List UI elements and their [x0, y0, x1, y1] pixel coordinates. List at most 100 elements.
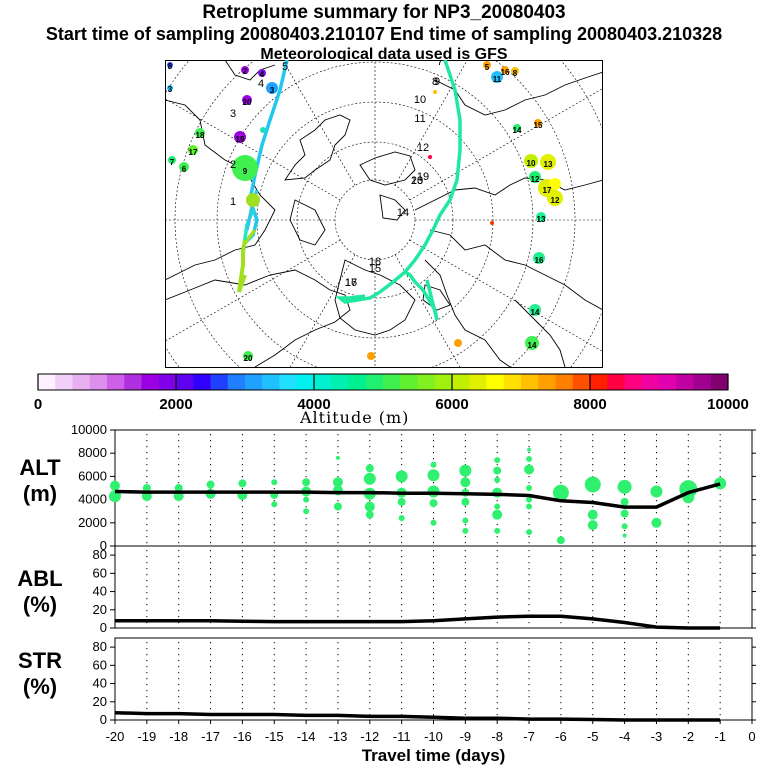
plume-point — [621, 523, 628, 530]
colorbar-cell — [434, 374, 453, 390]
plume-point — [617, 479, 632, 494]
plume-point — [492, 509, 503, 520]
colorbar-tick-label: 4000 — [297, 396, 330, 413]
x-tick-label: -6 — [555, 729, 567, 744]
x-tick-label: -4 — [619, 729, 631, 744]
plume-point — [364, 501, 375, 512]
plume-point — [526, 529, 533, 536]
trajectory-day-label: 5 — [282, 61, 288, 73]
coastline — [284, 114, 351, 181]
coastline — [424, 259, 511, 368]
panel-abl: 0 20 40 60 80 — [93, 545, 756, 635]
plume-point — [462, 517, 469, 524]
colorbar-tick-label: 10000 — [707, 396, 749, 413]
colorbar-cell — [659, 374, 677, 390]
cluster-label: 2 — [243, 67, 248, 76]
cluster-marker — [367, 352, 375, 360]
trajectory-day-label: 1 — [230, 196, 236, 208]
cluster-marker — [524, 154, 538, 168]
colorbar-tick-label: 8000 — [573, 396, 606, 413]
x-tick-label: -3 — [651, 729, 663, 744]
plume-point — [461, 497, 470, 506]
plume-point — [174, 484, 183, 492]
trajectory-day-label: 3 — [230, 108, 236, 120]
cluster-label: 15 — [534, 121, 543, 130]
x-tick-label: -10 — [424, 729, 443, 744]
trajectory-day-label: 18 — [369, 256, 381, 268]
colorbar-cell — [296, 374, 315, 390]
trajectory-day-label: 13 — [411, 175, 423, 187]
plume-point — [556, 536, 565, 545]
str-ylabel: STR (%) — [0, 648, 80, 700]
trajectory-day-label: 10 — [414, 94, 426, 106]
series-line-alt — [114, 482, 721, 509]
x-tick-label: -8 — [491, 729, 503, 744]
plume-point — [462, 527, 469, 534]
cluster-label: 14 — [531, 308, 540, 317]
cluster-label: 14 — [528, 341, 537, 350]
plume-point — [398, 515, 405, 522]
sampling-times: Start time of sampling 20080403.210107 E… — [45, 24, 723, 44]
trajectory-day-label: 8 — [432, 76, 438, 88]
plume-point — [395, 470, 408, 483]
map-day-labels: 1234567891011121314151617181920 — [230, 60, 443, 289]
plume-point — [427, 469, 440, 482]
abl-ylabel-line2: (%) — [22, 592, 58, 617]
cluster-label: 19 — [236, 135, 245, 144]
colorbar-cell — [710, 374, 729, 390]
y-tick-label: 60 — [93, 657, 107, 672]
coastline — [289, 199, 326, 246]
cluster-marker — [195, 128, 205, 138]
plume-point — [271, 479, 278, 486]
plume-point — [587, 509, 598, 520]
colorbar-cell — [89, 374, 108, 390]
cluster-marker — [428, 155, 432, 159]
plume-point — [493, 466, 502, 475]
y-tick-label: 10000 — [71, 422, 107, 437]
trajectory-day-label: 17 — [345, 277, 357, 289]
x-tick-label: 0 — [748, 729, 755, 744]
cluster-label: 17 — [189, 148, 198, 157]
colorbar-cell — [590, 374, 608, 390]
trajectory-day-label: 15 — [369, 263, 381, 275]
cluster-marker — [536, 212, 546, 222]
x-tick-label: -19 — [137, 729, 156, 744]
cluster-label: 6 — [182, 165, 187, 174]
cluster-label: 17 — [543, 186, 552, 195]
x-tick-label: -12 — [360, 729, 379, 744]
cluster-label: 13 — [537, 215, 546, 224]
x-tick-label: -20 — [106, 729, 125, 744]
cluster-marker — [232, 155, 258, 181]
plume-point — [526, 496, 533, 503]
y-tick-label: 2000 — [78, 515, 107, 530]
y-tick-label: 0 — [100, 538, 107, 553]
y-tick-label: 8000 — [78, 445, 107, 460]
colorbar-cell — [262, 374, 280, 390]
map-coastlines — [165, 60, 603, 368]
plume-point — [142, 484, 151, 492]
x-tick-label: -9 — [460, 729, 472, 744]
plume-point — [459, 464, 472, 477]
y-tick-label: 0 — [100, 620, 107, 635]
x-axis: -20 -19 -18 -17 -16 -15 -14 -13 -12 -11 -10 -9 -8 -7-… — [106, 720, 756, 765]
y-tick-label: 0 — [100, 712, 107, 727]
colorbar-cell — [331, 374, 349, 390]
trajectory-day-label: 16 — [345, 277, 357, 289]
abl-ylabel: ABL (%) — [0, 566, 80, 618]
colorbar-cell — [279, 374, 298, 390]
y-tick-label: 20 — [93, 602, 107, 617]
plume-point — [238, 479, 247, 488]
coastline — [334, 259, 416, 336]
y-tick-label: 80 — [93, 639, 107, 654]
plume-point — [620, 509, 629, 518]
plume-point — [494, 457, 501, 464]
x-tick-label: -14 — [297, 729, 316, 744]
trajectory-day-label: 20 — [411, 175, 423, 187]
plume-point — [397, 497, 406, 506]
cluster-label: 3 — [270, 86, 275, 95]
y-tick-label: 80 — [93, 547, 107, 562]
x-tick-label: -1 — [714, 729, 726, 744]
trajectory-segment — [237, 239, 247, 293]
colorbar-cell — [72, 374, 91, 390]
cluster-marker — [501, 66, 509, 74]
